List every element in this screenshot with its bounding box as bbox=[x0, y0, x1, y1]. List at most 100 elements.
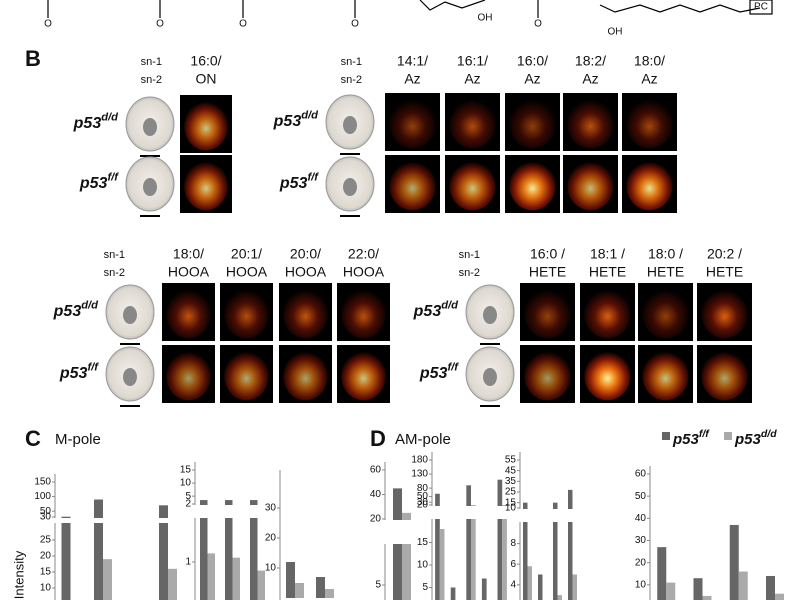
ms-signal bbox=[524, 289, 571, 339]
structures bbox=[47, 0, 773, 18]
y-tick-label: 10 bbox=[635, 579, 647, 590]
bar bbox=[538, 574, 543, 600]
genotype-sup: f/f bbox=[307, 172, 319, 184]
sn-label: sn-2 bbox=[459, 267, 480, 279]
y-tick-label: 20 bbox=[265, 533, 277, 544]
tissue-cavity bbox=[143, 178, 157, 196]
bar bbox=[702, 595, 712, 600]
bar bbox=[502, 505, 507, 600]
ms-signal bbox=[184, 161, 228, 211]
genotype-sup: d/d bbox=[101, 112, 119, 124]
sn-label: sn-1 bbox=[341, 56, 362, 68]
bar bbox=[471, 505, 476, 600]
lipid-sn1: 22:0/ bbox=[348, 246, 379, 262]
legend-label: p53d/d bbox=[734, 428, 777, 448]
y-tick-label: 25 bbox=[40, 535, 52, 546]
bar bbox=[393, 488, 402, 600]
lipid-sn2: HETE bbox=[589, 264, 626, 280]
ms-signal bbox=[626, 99, 673, 149]
genotype-base: p53 bbox=[53, 303, 82, 320]
lipid-sn2: HOOA bbox=[343, 264, 385, 280]
chem-label: OH bbox=[608, 27, 623, 38]
genotype-label: p53f/f bbox=[279, 172, 319, 193]
bar bbox=[450, 587, 456, 600]
chem-label: O bbox=[534, 19, 542, 30]
tissue-cavity bbox=[123, 306, 137, 324]
bar bbox=[557, 595, 562, 600]
genotype-label: p53f/f bbox=[419, 362, 459, 383]
bar bbox=[523, 502, 528, 600]
sn-label: sn-1 bbox=[141, 56, 162, 68]
lipid-sn1: 20:2 / bbox=[707, 246, 742, 262]
ms-signal bbox=[509, 161, 556, 211]
lipid-sn1: 18:0/ bbox=[634, 53, 665, 69]
axis-break bbox=[54, 518, 186, 523]
y-tick-label: 10 bbox=[417, 560, 429, 571]
y-tick-label: 20 bbox=[40, 551, 52, 562]
bar bbox=[553, 502, 558, 600]
y-tick-label: 30 bbox=[40, 512, 52, 523]
axis-break bbox=[431, 506, 511, 519]
chem-label: PC bbox=[754, 2, 768, 13]
legend-swatch bbox=[724, 432, 732, 440]
bar bbox=[325, 589, 334, 598]
ms-signal bbox=[642, 351, 689, 401]
genotype-label: p53d/d bbox=[413, 300, 460, 321]
chem-label: OH bbox=[478, 13, 493, 24]
y-tick-label: 50 bbox=[635, 491, 647, 502]
panel-label: D bbox=[370, 426, 386, 451]
chem-label: O bbox=[156, 19, 164, 30]
lipid-sn2: Az bbox=[524, 71, 540, 87]
bar bbox=[250, 500, 258, 600]
bar bbox=[666, 582, 676, 600]
genotype-base: p53 bbox=[59, 365, 88, 382]
ms-signal bbox=[341, 351, 386, 401]
bar bbox=[693, 578, 703, 600]
lipid-sn1: 14:1/ bbox=[397, 53, 428, 69]
panel-label: C bbox=[25, 426, 41, 451]
y-tick-label: 60 bbox=[370, 465, 382, 476]
lipid-sn1: 16:0 / bbox=[530, 246, 565, 262]
y-tick-label: 50 bbox=[40, 506, 52, 517]
lipid-sn1: 20:1/ bbox=[231, 246, 262, 262]
ms-signal bbox=[224, 351, 269, 401]
bar bbox=[103, 559, 112, 600]
lipid-sn1: 18:0/ bbox=[173, 246, 204, 262]
y-tick-label: 60 bbox=[635, 469, 647, 480]
ms-signal bbox=[701, 351, 748, 401]
bar bbox=[232, 557, 240, 600]
lipid-sn1: 16:0/ bbox=[517, 53, 548, 69]
ms-signal bbox=[283, 351, 328, 401]
tissue-cavity bbox=[343, 116, 357, 134]
bar bbox=[286, 562, 295, 598]
lipid-sn1: 16:0/ bbox=[190, 53, 221, 69]
genotype-label: p53f/f bbox=[79, 172, 119, 193]
bar bbox=[738, 571, 748, 600]
bar bbox=[159, 505, 168, 600]
ms-signal bbox=[389, 161, 436, 211]
chem-label: O bbox=[351, 19, 359, 30]
lipid-sn2: Az bbox=[464, 71, 480, 87]
bar bbox=[729, 524, 739, 600]
bar bbox=[775, 593, 784, 600]
genotype-label: p53d/d bbox=[73, 112, 120, 133]
bar bbox=[402, 512, 411, 600]
genotype-sup: f/f bbox=[699, 428, 710, 440]
panel-label: B bbox=[25, 46, 41, 71]
axis-break bbox=[519, 509, 581, 522]
y-tick-label: 20 bbox=[417, 500, 429, 511]
genotype-base: p53 bbox=[734, 431, 762, 448]
genotype-base: p53 bbox=[419, 365, 448, 382]
bar bbox=[657, 547, 667, 600]
genotype-base: p53 bbox=[672, 431, 700, 448]
bar bbox=[466, 485, 471, 600]
y-tick-label: 35 bbox=[505, 476, 517, 487]
y-tick-label: 6 bbox=[510, 559, 516, 570]
y-tick-label: 130 bbox=[411, 469, 428, 480]
lipid-sn2: Az bbox=[404, 71, 420, 87]
y-tick-label: 15 bbox=[417, 537, 429, 548]
ms-signal bbox=[166, 351, 211, 401]
genotype-base: p53 bbox=[79, 175, 108, 192]
genotype-label: p53f/f bbox=[59, 362, 99, 383]
